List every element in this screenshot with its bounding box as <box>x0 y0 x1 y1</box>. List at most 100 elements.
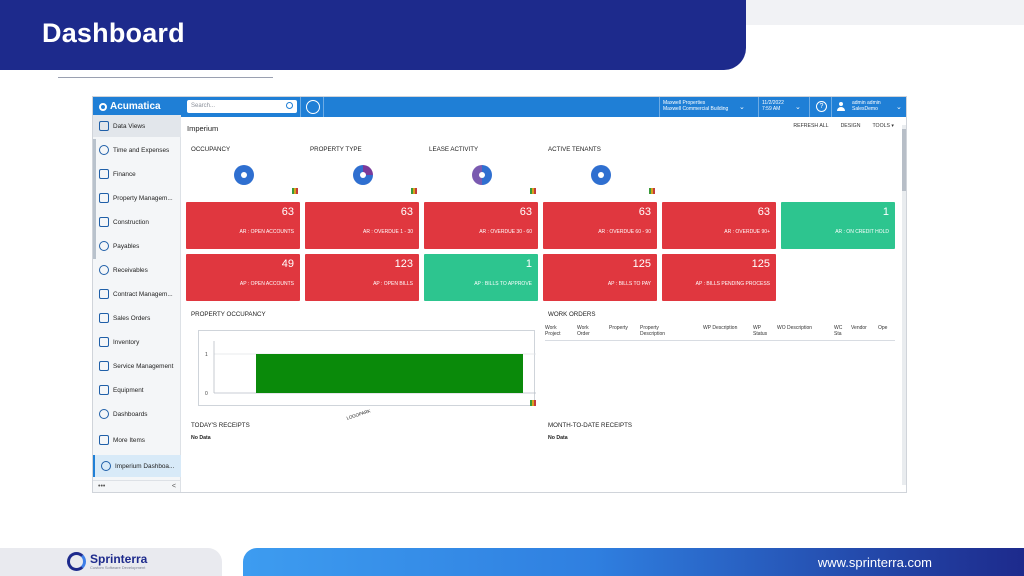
todays-receipts-empty: No Data <box>191 435 211 441</box>
kpi-tile[interactable]: 63 AR : OVERDUE 30 - 60 <box>424 202 538 249</box>
help-area <box>809 97 831 117</box>
plus-circle-icon <box>99 265 109 275</box>
column-header[interactable]: Property Description <box>640 325 666 337</box>
kpi-label: AP : BILLS TO APPROVE <box>474 281 532 287</box>
kpi-tile[interactable]: 123 AP : OPEN BILLS <box>305 254 419 301</box>
kpi-label: AR : OVERDUE 1 - 30 <box>362 229 413 235</box>
help-icon[interactable]: ? <box>816 101 827 112</box>
sidebar-item-label: Payables <box>113 242 140 250</box>
column-header[interactable]: Vendor <box>851 325 867 331</box>
sidebar-item-time-and-expenses[interactable]: Time and Expenses <box>93 139 181 161</box>
sidebar-item-finance[interactable]: Finance <box>93 163 181 185</box>
sidebar: Data Views Time and Expenses Finance Pro… <box>93 115 181 492</box>
refresh-all-button[interactable]: REFRESH ALL <box>793 123 829 129</box>
chart-icon[interactable] <box>292 188 298 194</box>
property-type-donut[interactable] <box>353 165 373 185</box>
kpi-label: AP : BILLS TO PAY <box>607 281 651 287</box>
design-button[interactable]: DESIGN <box>840 123 861 129</box>
sidebar-footer: ••• < <box>93 480 181 492</box>
kpi-tile[interactable]: 63 AR : OPEN ACCOUNTS <box>186 202 300 249</box>
collapse-sidebar-button[interactable]: < <box>171 483 176 490</box>
column-header[interactable]: Work Project <box>545 325 561 337</box>
kpi-tile[interactable]: 63 AR : OVERDUE 90+ <box>662 202 776 249</box>
website-link[interactable]: www.sprinterra.com <box>817 555 932 570</box>
sidebar-item-equipment[interactable]: Equipment <box>93 379 181 401</box>
column-header[interactable]: WP Description <box>703 325 738 331</box>
sidebar-item-data-views[interactable]: Data Views <box>93 115 181 137</box>
history-button[interactable] <box>300 97 324 117</box>
date-selector[interactable]: 11/2/2022 7:59 AM <box>758 97 808 117</box>
search-input[interactable]: Search... <box>187 100 297 113</box>
page-title: Dashboard <box>42 18 185 48</box>
kpi-tile[interactable]: 49 AP : OPEN ACCOUNTS <box>186 254 300 301</box>
property-occupancy-svg: 1 0 <box>205 341 536 397</box>
sidebar-item-label: Imperium Dashboa... <box>115 462 175 470</box>
sidebar-item-receivables[interactable]: Receivables <box>93 259 181 281</box>
search-placeholder: Search... <box>191 103 216 109</box>
lease-activity-donut[interactable] <box>472 165 492 185</box>
clock-icon <box>99 145 109 155</box>
column-header[interactable]: WP Status <box>753 325 768 337</box>
work-orders-table-header: Work Project Work Order Property Propert… <box>545 325 895 341</box>
date-chevron-down-icon[interactable]: ⌄ <box>795 104 801 111</box>
sidebar-item-dashboards[interactable]: Dashboards <box>93 403 181 425</box>
kpi-tile[interactable]: 63 AR : OVERDUE 1 - 30 <box>305 202 419 249</box>
user-name: admin admin <box>852 100 881 106</box>
column-header[interactable]: Ope <box>878 325 888 331</box>
chart-icon[interactable] <box>649 188 655 194</box>
content-scrollbar[interactable] <box>902 125 906 485</box>
kpi-tile[interactable]: 1 AP : BILLS TO APPROVE <box>424 254 538 301</box>
kpi-tile[interactable]: 1 AR : ON CREDIT HOLD <box>781 202 895 249</box>
property-occupancy-title: PROPERTY OCCUPANCY <box>191 311 266 318</box>
sidebar-item-property-management[interactable]: Property Managem... <box>93 187 181 209</box>
kpi-label: AP : BILLS PENDING PROCESS <box>695 281 770 287</box>
column-header[interactable]: Work Order <box>577 325 590 337</box>
user-chevron-down-icon[interactable]: ⌄ <box>896 104 902 111</box>
acumatica-logo[interactable]: Acumatica <box>99 101 161 112</box>
sidebar-item-inventory[interactable]: Inventory <box>93 331 181 353</box>
work-orders-title: WORK ORDERS <box>548 311 596 318</box>
sidebar-item-sales-orders[interactable]: Sales Orders <box>93 307 181 329</box>
company-branch-selector[interactable]: Maxwell Properties Maxwell Commercial Bu… <box>659 97 754 117</box>
company-chevron-down-icon[interactable]: ⌄ <box>739 104 745 111</box>
kpi-tile[interactable]: 125 AP : BILLS PENDING PROCESS <box>662 254 776 301</box>
building-icon <box>99 193 109 203</box>
edit-icon <box>99 313 109 323</box>
kpi-label: AR : OPEN ACCOUNTS <box>239 229 294 235</box>
property-type-title: PROPERTY TYPE <box>310 146 362 153</box>
truck-icon <box>99 337 109 347</box>
sidebar-item-service-management[interactable]: Service Management <box>93 355 181 377</box>
chart-icon[interactable] <box>530 400 536 406</box>
sidebar-item-contract-management[interactable]: Contract Managem... <box>93 283 181 305</box>
brand-name: Sprinterra <box>90 552 148 566</box>
tools-menu[interactable]: TOOLS ▾ <box>872 123 894 129</box>
history-icon <box>306 100 320 114</box>
todays-receipts-title: TODAY'S RECEIPTS <box>191 422 250 429</box>
occupancy-donut[interactable] <box>234 165 254 185</box>
content-scrollbar-thumb[interactable] <box>902 129 906 191</box>
kpi-tile[interactable]: 63 AR : OVERDUE 60 - 90 <box>543 202 657 249</box>
chart-icon[interactable] <box>530 188 536 194</box>
kpi-tile[interactable]: 125 AP : BILLS TO PAY <box>543 254 657 301</box>
column-header[interactable]: Property <box>609 325 628 331</box>
sidebar-item-more-items[interactable]: More Items <box>93 429 181 451</box>
active-tenants-title: ACTIVE TENANTS <box>548 146 601 153</box>
more-button[interactable]: ••• <box>98 483 106 490</box>
sidebar-item-imperium-dashboard[interactable]: Imperium Dashboa... <box>93 455 181 477</box>
sidebar-item-label: More Items <box>113 436 145 444</box>
search-icon[interactable] <box>286 102 293 109</box>
user-menu[interactable]: admin admin SalesDemo <box>831 97 906 117</box>
sidebar-item-construction[interactable]: Construction <box>93 211 181 233</box>
column-header[interactable]: WC Sta <box>834 325 843 337</box>
active-tenants-donut[interactable] <box>591 165 611 185</box>
occupancy-bar[interactable] <box>256 354 523 393</box>
property-occupancy-chart: 1 0 <box>198 330 536 406</box>
column-header[interactable]: WO Description <box>777 325 813 331</box>
chart-icon[interactable] <box>411 188 417 194</box>
sidebar-scrollbar[interactable] <box>93 139 96 259</box>
title-underline <box>58 77 273 78</box>
sidebar-item-payables[interactable]: Payables <box>93 235 181 257</box>
kpi-value: 125 <box>751 258 770 270</box>
kpi-label: AP : OPEN ACCOUNTS <box>239 281 294 287</box>
